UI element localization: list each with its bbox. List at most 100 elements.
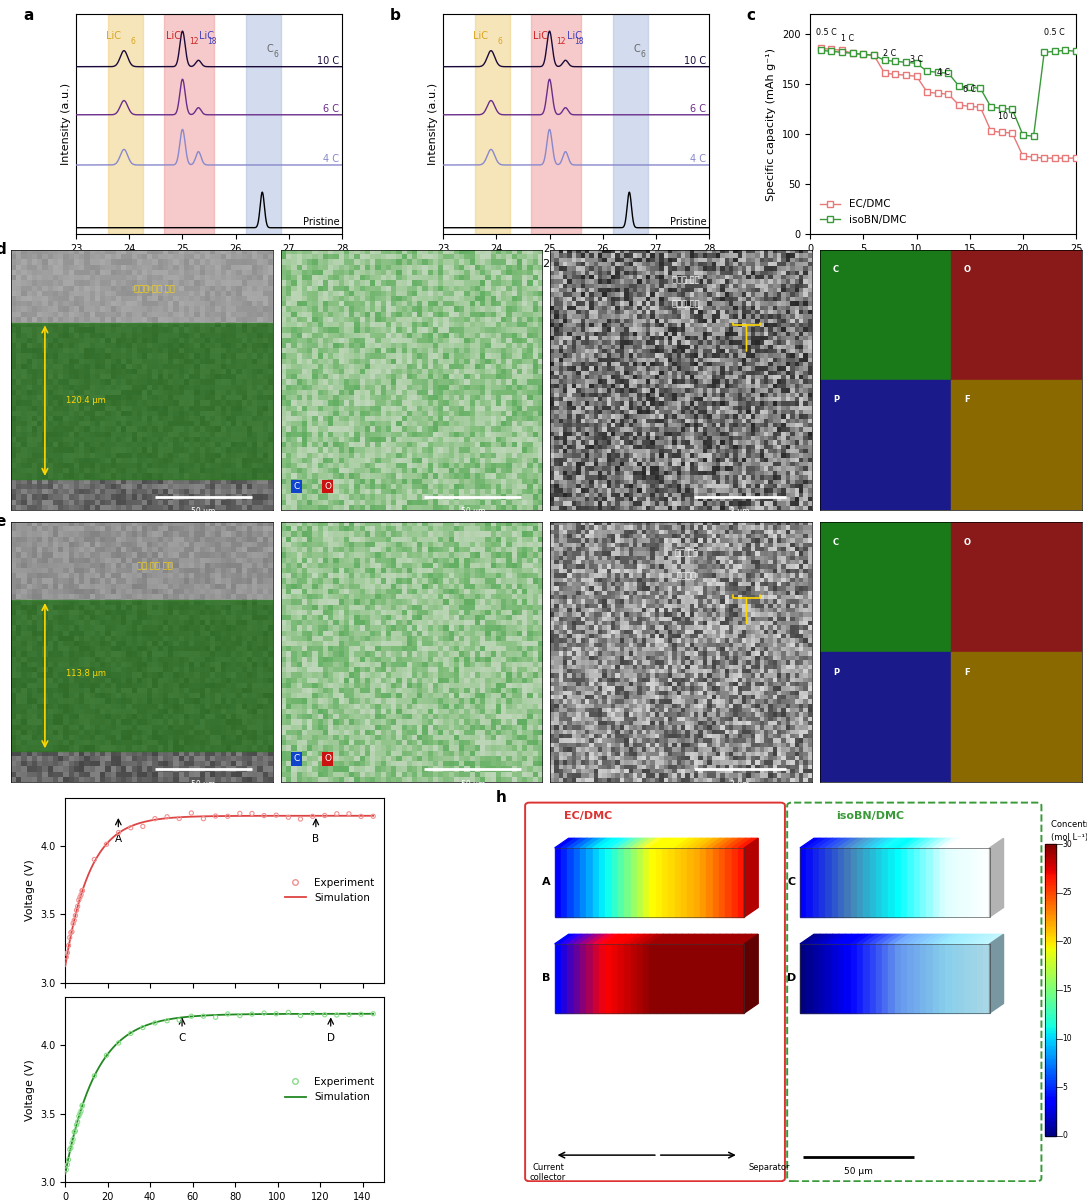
Polygon shape [561,944,567,1013]
Polygon shape [649,944,655,1013]
Text: 0.5 C: 0.5 C [815,29,837,37]
Polygon shape [745,839,759,917]
Bar [11,600,273,751]
Polygon shape [876,839,896,848]
Text: e: e [0,514,5,529]
Polygon shape [682,848,687,917]
Polygon shape [644,935,663,944]
Polygon shape [630,839,651,848]
Bar [1046,978,1057,979]
Point [68,896,86,916]
Polygon shape [883,839,902,848]
Text: Pristine: Pristine [670,217,707,227]
Polygon shape [870,935,890,944]
Bar [1046,1034,1057,1036]
Bar [1046,932,1057,934]
Point [147,1013,164,1032]
Bar [1046,1085,1057,1086]
Bar [1046,984,1057,985]
Bar [1046,892,1057,893]
Y-axis label: Voltage (V): Voltage (V) [25,859,35,922]
Polygon shape [832,839,852,848]
Text: 15: 15 [1062,985,1072,995]
Polygon shape [713,944,719,1013]
Bar [1046,1123,1057,1124]
Polygon shape [825,848,832,917]
Text: 120.4 μm: 120.4 μm [66,396,105,406]
Bar [1046,853,1057,854]
Text: EC/DMC: EC/DMC [564,811,612,822]
Point [68,1112,86,1132]
Point [232,804,249,823]
Bar [1046,863,1057,865]
Y-axis label: Voltage (V): Voltage (V) [25,1058,35,1121]
Bar [1046,1021,1057,1022]
Point [243,804,261,823]
Polygon shape [857,839,877,848]
Bar [11,323,273,479]
Polygon shape [939,935,959,944]
Bar [1046,1036,1057,1038]
Bar [951,250,1082,379]
Bar [1046,1126,1057,1127]
Polygon shape [599,944,605,1013]
Polygon shape [687,944,694,1013]
Polygon shape [825,944,832,1013]
Polygon shape [857,935,877,944]
Point [70,890,87,910]
Bar [164,14,214,234]
Bar [1046,1039,1057,1040]
Text: 6 C: 6 C [324,104,339,114]
Point [171,809,188,828]
Polygon shape [612,944,617,1013]
Point [255,806,273,826]
Point [61,928,78,947]
Text: 6 C: 6 C [690,104,707,114]
Polygon shape [832,848,838,917]
Polygon shape [958,935,978,944]
Bar [1046,894,1057,895]
Bar [1046,1026,1057,1027]
Polygon shape [914,848,920,917]
Bar [1046,1020,1057,1021]
Polygon shape [958,839,978,848]
Text: 5: 5 [1062,1082,1067,1092]
Polygon shape [946,944,951,1013]
Bar [1046,1068,1057,1070]
Bar [1046,971,1057,972]
Bar [1046,979,1057,980]
Bar [1046,949,1057,952]
Text: 0: 0 [1062,1132,1067,1140]
Polygon shape [926,848,933,917]
Bar [1046,926,1057,928]
Polygon shape [895,935,915,944]
Polygon shape [800,935,821,944]
Polygon shape [637,848,644,917]
Bar [1046,850,1057,852]
Bar [1046,920,1057,922]
Polygon shape [914,935,934,944]
Point [243,1004,261,1024]
Point [98,835,115,854]
Bar [247,14,280,234]
Bar [1046,1002,1057,1004]
Point [207,806,224,826]
Text: 계면층 형성: 계면층 형성 [673,299,700,308]
Polygon shape [832,935,852,944]
Polygon shape [800,848,807,917]
Point [159,808,176,827]
Bar [1046,992,1057,994]
Bar [1046,1124,1057,1126]
Polygon shape [933,935,953,944]
Bar [1046,1121,1057,1123]
Point [58,947,75,966]
Polygon shape [926,839,947,848]
Polygon shape [977,935,997,944]
Text: A: A [542,877,551,888]
Polygon shape [707,944,713,1013]
Bar [1046,910,1057,912]
Point [110,1033,127,1052]
Bar [1046,900,1057,901]
Bar [1046,961,1057,962]
Polygon shape [554,935,575,944]
